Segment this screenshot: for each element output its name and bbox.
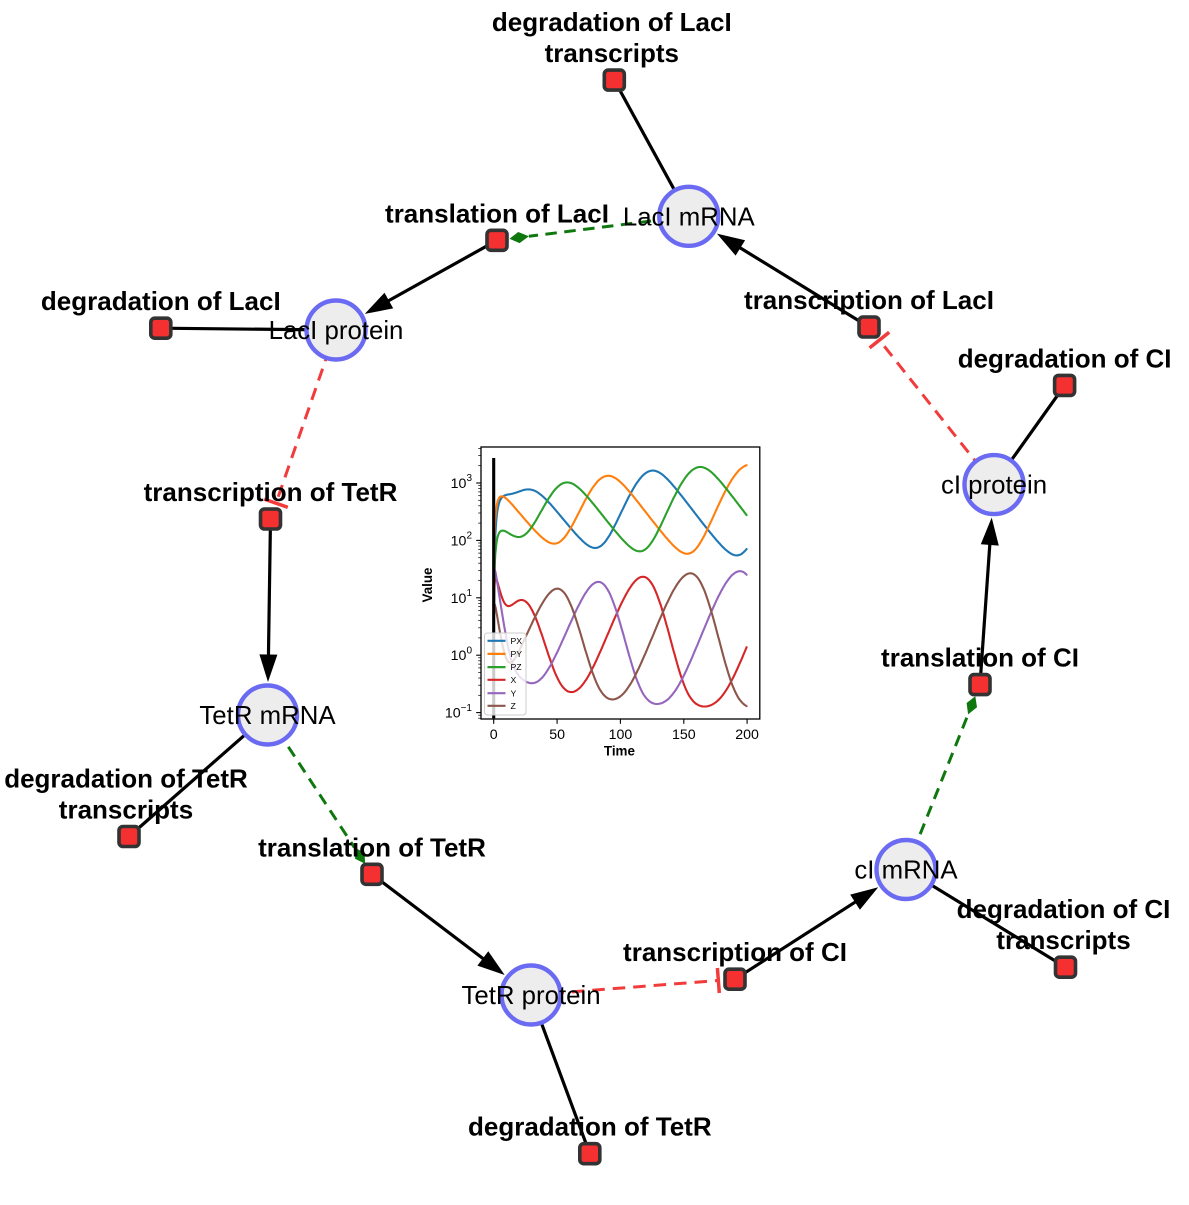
svg-text:degradation of TetR: degradation of TetR	[468, 1112, 712, 1142]
svg-text:150: 150	[672, 727, 696, 743]
svg-text:101: 101	[451, 588, 473, 607]
svg-text:100: 100	[609, 727, 633, 743]
svg-text:degradation of CI: degradation of CI	[958, 343, 1172, 373]
svg-text:Value: Value	[420, 568, 435, 603]
svg-text:transcripts: transcripts	[996, 925, 1130, 955]
svg-text:50: 50	[549, 727, 565, 743]
svg-text:Time: Time	[604, 744, 635, 759]
svg-text:transcripts: transcripts	[545, 38, 679, 68]
svg-text:transcription of CI: transcription of CI	[623, 937, 847, 967]
svg-text:PX: PX	[511, 636, 523, 646]
svg-text:transcription of TetR: transcription of TetR	[144, 477, 398, 507]
svg-text:100: 100	[451, 645, 473, 664]
svg-text:Z: Z	[511, 701, 517, 711]
svg-text:Y: Y	[511, 688, 517, 698]
svg-text:10−1: 10−1	[445, 703, 473, 722]
svg-text:translation of LacI: translation of LacI	[385, 198, 609, 228]
svg-text:transcripts: transcripts	[59, 795, 193, 825]
svg-text:translation of TetR: translation of TetR	[258, 832, 486, 862]
svg-text:translation of CI: translation of CI	[881, 643, 1079, 673]
svg-text:transcription of LacI: transcription of LacI	[744, 285, 994, 315]
svg-text:103: 103	[451, 473, 473, 492]
svg-text:degradation of LacI: degradation of LacI	[41, 286, 281, 316]
svg-text:cI protein: cI protein	[941, 472, 1047, 500]
svg-text:200: 200	[735, 727, 759, 743]
svg-text:X: X	[511, 675, 517, 685]
svg-text:102: 102	[451, 531, 473, 550]
svg-text:LacI mRNA: LacI mRNA	[623, 203, 756, 231]
svg-text:TetR mRNA: TetR mRNA	[199, 702, 336, 730]
svg-text:PZ: PZ	[511, 662, 523, 672]
svg-text:degradation of CI: degradation of CI	[957, 894, 1171, 924]
svg-text:0: 0	[490, 727, 498, 743]
svg-text:PY: PY	[511, 649, 523, 659]
svg-text:degradation of TetR: degradation of TetR	[4, 764, 248, 794]
svg-text:cI mRNA: cI mRNA	[854, 857, 958, 885]
svg-text:degradation of LacI: degradation of LacI	[492, 7, 732, 37]
svg-text:TetR protein: TetR protein	[461, 982, 600, 1010]
svg-text:LacI protein: LacI protein	[269, 317, 404, 345]
